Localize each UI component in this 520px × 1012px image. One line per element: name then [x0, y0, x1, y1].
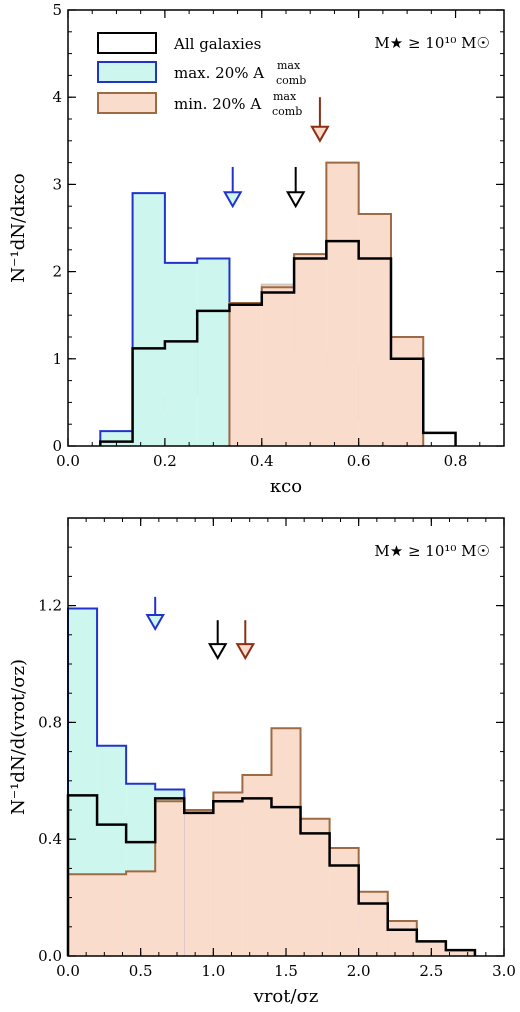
bar-min-7 [271, 728, 301, 956]
mass-cut-annotation: M★ ≥ 10¹⁰ M☉ [374, 34, 490, 52]
median-arrow-max [222, 166, 243, 209]
y-tick-label: 5 [52, 1, 62, 19]
legend-sup-max: max [277, 59, 301, 72]
bar-min-2 [126, 871, 156, 956]
y-axis-label: N⁻¹dN/d(vrot/σz) [8, 659, 29, 815]
bar-min-3 [326, 162, 359, 446]
bar-min-8 [300, 818, 330, 956]
bar-min-10 [358, 891, 388, 956]
bar-min-11 [387, 920, 417, 956]
outline-max [67, 607, 186, 956]
bar-min-4 [358, 214, 391, 446]
mass-cut-annotation: M★ ≥ 10¹⁰ M☉ [374, 542, 490, 560]
x-axis-label: κco [270, 476, 302, 497]
y-tick-label: 0.0 [38, 947, 62, 965]
y-tick-label: 4 [52, 88, 62, 106]
x-tick-label: 0.0 [56, 452, 80, 470]
x-tick-label: 0.5 [129, 962, 153, 980]
bar-min-4 [184, 810, 214, 956]
bar-max-1 [132, 193, 165, 446]
bar-max-3 [197, 258, 230, 446]
y-tick-label: 3 [52, 175, 62, 193]
median-arrow-min [235, 620, 256, 661]
bar-max-2 [164, 262, 198, 446]
bar-min-0 [229, 302, 262, 446]
bar-min-3 [155, 801, 185, 956]
x-tick-label: 0.4 [250, 452, 274, 470]
outline-max [99, 192, 231, 446]
x-tick-label: 1.0 [201, 962, 225, 980]
x-tick-label: 3.0 [492, 962, 516, 980]
x-axis-label: vrot/σz [253, 986, 319, 1007]
y-tick-label: 0.8 [38, 713, 62, 731]
y-tick-label: 0.4 [38, 830, 62, 848]
median-arrow-all [285, 166, 306, 209]
bar-min-5 [390, 337, 424, 446]
legend-sub-max: comb [276, 74, 306, 87]
series-min [67, 727, 476, 956]
x-tick-label: 1.5 [274, 962, 298, 980]
panel-vrot-sigma: 0.0 0.5 1.0 1.5 2.0 2.5 3.0 0.0 0.4 0.8 1.2 vrot/σz… [8, 517, 516, 1007]
legend-sub-min: comb [272, 105, 302, 118]
y-tick-label: 0 [52, 437, 62, 455]
x-tick-label: 0.8 [444, 452, 468, 470]
legend-swatch-all [97, 32, 157, 54]
legend-label-max: max. 20% A [174, 64, 264, 82]
legend-sup-min: max [273, 90, 297, 103]
bar-min-13 [445, 950, 475, 956]
legend-label-min: min. 20% A [174, 95, 261, 113]
median-arrow-max [145, 596, 165, 631]
legend-swatch-max [97, 61, 157, 83]
bar-min-0 [68, 874, 98, 956]
y-tick-label: 1.2 [38, 597, 62, 615]
legend-swatch-min [97, 92, 157, 114]
legend: All galaxies max. 20% A comb max min. 20… [97, 32, 306, 118]
outline-all [66, 794, 477, 956]
bar-min-9 [329, 847, 359, 956]
outline-all [99, 239, 457, 446]
axis-ticks: 0.0 0.2 0.4 0.6 0.8 0 1 2 3 4 5 [52, 1, 505, 470]
legend-label-all: All galaxies [173, 35, 261, 53]
x-tick-label: 0.6 [347, 452, 371, 470]
panel-kappa-co: 0.0 0.2 0.4 0.6 0.8 0 1 2 3 4 5 κco N⁻¹dN/dκco M★ ≥ 1… [8, 1, 505, 497]
outline-min [67, 727, 476, 956]
series-max [99, 192, 231, 446]
bar-min-1 [97, 874, 127, 956]
median-arrow-min [310, 97, 330, 143]
x-tick-label: 2.5 [419, 962, 443, 980]
bar-min-2 [294, 254, 327, 446]
y-axis-label: N⁻¹dN/dκco [8, 173, 29, 283]
series-all [66, 794, 477, 956]
bar-min-1 [261, 287, 295, 446]
median-arrow-all [207, 620, 228, 661]
x-tick-label: 2.0 [347, 962, 371, 980]
x-tick-label: 0.0 [56, 962, 80, 980]
bar-min-6 [242, 774, 272, 956]
y-tick-label: 1 [52, 350, 62, 368]
bar-min-5 [213, 792, 243, 956]
series-min [228, 161, 425, 446]
y-tick-label: 2 [52, 263, 62, 281]
series-all [99, 239, 457, 446]
x-tick-label: 0.2 [153, 452, 177, 470]
axis-ticks: 0.0 0.5 1.0 1.5 2.0 2.5 3.0 0.0 0.4 0.8 1.2 [38, 517, 516, 980]
